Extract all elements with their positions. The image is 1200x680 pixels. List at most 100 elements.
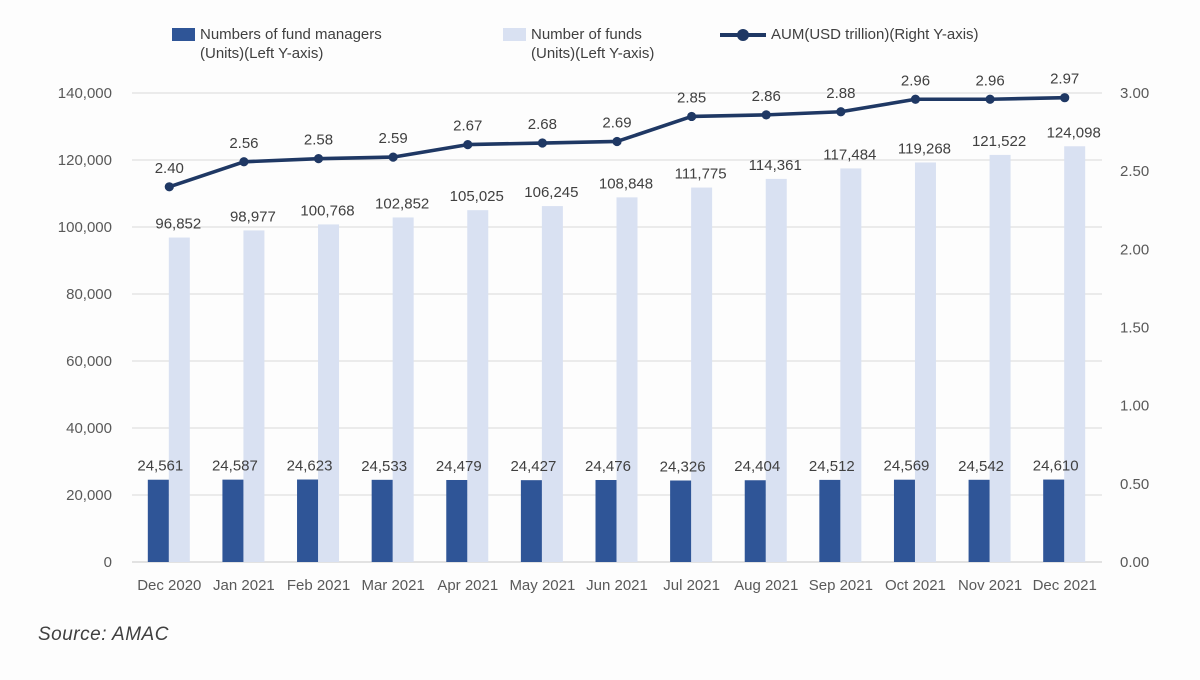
label-aum: 2.85 [677,89,706,106]
label-aum: 2.40 [155,160,184,177]
label-fund-managers: 24,512 [809,458,855,475]
x-axis-label: Dec 2021 [1033,577,1097,594]
label-aum: 2.67 [453,118,482,135]
label-fund-managers: 24,610 [1033,458,1079,475]
bar-number-of-funds [765,178,787,562]
label-fund-managers: 24,479 [436,458,482,475]
label-number-of-funds: 106,245 [524,184,578,201]
left-axis-tick-label: 60,000 [66,353,112,370]
label-number-of-funds: 119,268 [898,140,951,157]
label-number-of-funds: 108,848 [599,175,653,192]
aum-marker [313,154,324,164]
x-axis-label: Jun 2021 [586,577,648,594]
left-axis-tick-label: 120,000 [58,152,112,169]
label-aum: 2.59 [379,130,408,147]
legend-swatch-number-of-funds-bar [503,28,526,41]
bar-fund-managers [744,480,766,562]
bar-number-of-funds [168,237,190,562]
right-axis-tick-label: 2.00 [1120,241,1149,258]
bar-fund-managers [446,479,468,562]
bar-fund-managers [819,479,841,562]
bar-number-of-funds [243,230,265,562]
bar-number-of-funds [840,168,862,563]
label-fund-managers: 24,404 [734,458,780,475]
bar-fund-managers [520,480,542,562]
x-axis-label: Jul 2021 [663,577,720,594]
x-axis-label: Dec 2020 [137,577,201,594]
bar-fund-managers [595,480,617,562]
label-aum: 2.88 [826,85,855,102]
label-aum: 2.56 [229,135,258,152]
label-fund-managers: 24,533 [361,458,407,475]
bar-number-of-funds [392,217,414,562]
source-note: Source: AMAC [38,624,169,645]
label-fund-managers: 24,587 [212,458,258,475]
right-axis-tick-label: 0.00 [1120,554,1149,571]
x-axis-label: Mar 2021 [361,577,424,594]
right-axis-tick-label: 0.50 [1120,476,1149,493]
x-axis-label: Oct 2021 [885,577,946,594]
bar-fund-managers [968,479,990,562]
label-fund-managers: 24,569 [884,458,930,475]
label-number-of-funds: 100,768 [300,202,354,219]
x-axis-label: Apr 2021 [437,577,498,594]
label-fund-managers: 24,561 [137,458,183,475]
legend-swatch-aum-line [720,28,766,41]
bar-fund-managers [1043,479,1065,562]
aum-marker [463,139,473,150]
bar-number-of-funds [989,154,1011,562]
label-aum: 2.96 [901,72,930,89]
left-axis-tick-label: 100,000 [58,219,112,236]
label-fund-managers: 24,326 [660,459,706,476]
aum-marker [612,136,622,147]
aum-marker [388,152,398,162]
label-fund-managers: 24,427 [510,458,556,475]
label-number-of-funds: 105,025 [450,188,504,205]
left-axis-tick-label: 140,000 [58,85,112,102]
aum-marker [985,94,995,104]
right-axis-tick-label: 2.50 [1120,163,1149,180]
x-axis-label: Sep 2021 [809,577,873,594]
legend-swatch-fund-managers-bar [172,28,195,41]
bar-fund-managers [893,479,915,562]
label-number-of-funds: 98,977 [230,208,276,225]
label-fund-managers: 24,623 [287,458,333,475]
bar-number-of-funds [541,206,563,562]
right-axis-tick-label: 1.00 [1120,398,1149,415]
label-aum: 2.97 [1050,71,1079,88]
label-number-of-funds: 114,361 [749,157,802,174]
legend-label-aum: AUM(USD trillion)(Right Y-axis) [771,26,979,43]
bar-number-of-funds [914,162,936,562]
label-number-of-funds: 124,098 [1047,124,1101,141]
bar-fund-managers [297,479,319,562]
aum-marker [687,111,697,122]
bar-fund-managers [222,479,244,562]
legend-aum-line-marker-icon [737,29,749,41]
x-axis-label: Aug 2021 [734,577,798,594]
legend-label-number-of-funds: Number of funds (Units)(Left Y-axis) [531,26,655,62]
aum-marker [164,182,174,192]
bar-number-of-funds [318,224,340,563]
label-aum: 2.96 [975,72,1004,89]
right-axis-tick-label: 3.00 [1120,85,1149,102]
label-aum: 2.86 [752,88,781,105]
label-fund-managers: 24,542 [958,458,1004,475]
label-aum: 2.58 [304,132,333,149]
aum-marker [910,94,921,104]
left-axis-tick-label: 20,000 [66,487,112,504]
bar-fund-managers [670,480,692,562]
aum-marker [761,110,771,120]
legend-item-fund-managers: Numbers of fund managers (Units)(Left Y-… [172,25,382,63]
bar-number-of-funds [691,187,713,562]
label-number-of-funds: 121,522 [972,133,1026,150]
bar-fund-managers [147,479,169,562]
label-aum: 2.69 [602,114,631,131]
aum-marker [239,157,249,167]
bar-fund-managers [371,479,393,562]
aum-marker [537,138,547,148]
label-aum: 2.68 [528,116,557,133]
label-number-of-funds: 117,484 [823,146,876,163]
combo-chart: 0 20,000 40,000 60,000 80,000 100,000 120,000 1… [58,71,1149,594]
bar-number-of-funds [467,210,489,562]
